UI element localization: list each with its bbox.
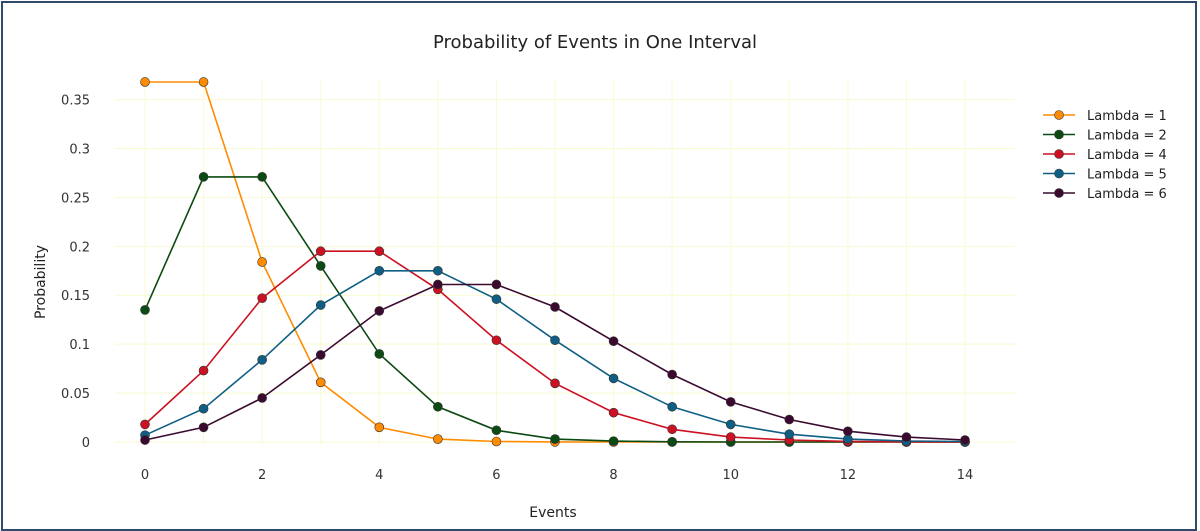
- data-point[interactable]: [492, 336, 501, 345]
- legend-label: Lambda = 5: [1087, 168, 1167, 183]
- x-tick-label: 12: [840, 468, 857, 483]
- legend-label: Lambda = 1: [1087, 109, 1167, 124]
- data-point[interactable]: [433, 402, 442, 411]
- data-point[interactable]: [375, 349, 384, 358]
- legend-item[interactable]: Lambda = 4: [1043, 148, 1167, 163]
- x-tick-label: 2: [258, 468, 266, 483]
- data-point[interactable]: [551, 336, 560, 345]
- y-tick-label: 0.15: [61, 289, 90, 304]
- legend-item[interactable]: Lambda = 1: [1043, 109, 1167, 124]
- grid: [115, 80, 1015, 445]
- legend-label: Lambda = 4: [1087, 148, 1167, 163]
- data-point[interactable]: [316, 261, 325, 270]
- data-point[interactable]: [668, 402, 677, 411]
- data-point[interactable]: [199, 404, 208, 413]
- data-point[interactable]: [902, 433, 911, 442]
- y-tick-label: 0: [82, 436, 90, 451]
- data-point[interactable]: [726, 433, 735, 442]
- data-point[interactable]: [258, 172, 267, 181]
- data-point[interactable]: [258, 257, 267, 266]
- y-tick-label: 0.2: [69, 240, 90, 255]
- y-tick-label: 0.3: [69, 142, 90, 157]
- data-point[interactable]: [668, 370, 677, 379]
- data-point[interactable]: [726, 397, 735, 406]
- legend-swatch-marker: [1055, 169, 1064, 178]
- x-tick-label: 4: [375, 468, 383, 483]
- y-tick-label: 0.25: [61, 191, 90, 206]
- y-tick-label: 0.1: [69, 338, 90, 353]
- legend-item[interactable]: Lambda = 5: [1043, 168, 1167, 183]
- data-point[interactable]: [785, 415, 794, 424]
- data-point[interactable]: [668, 437, 677, 446]
- legend-swatch-marker: [1055, 189, 1064, 198]
- data-point[interactable]: [492, 426, 501, 435]
- data-point[interactable]: [843, 427, 852, 436]
- legend-label: Lambda = 6: [1087, 187, 1167, 202]
- x-axis-title: Events: [529, 505, 576, 521]
- data-point[interactable]: [258, 355, 267, 364]
- data-point[interactable]: [316, 247, 325, 256]
- data-point[interactable]: [141, 436, 150, 445]
- data-point[interactable]: [609, 437, 618, 446]
- data-point[interactable]: [609, 374, 618, 383]
- x-tick-label: 8: [609, 468, 617, 483]
- data-point[interactable]: [609, 337, 618, 346]
- data-point[interactable]: [199, 423, 208, 432]
- y-tick-label: 0.35: [61, 94, 90, 109]
- data-point[interactable]: [726, 420, 735, 429]
- data-point[interactable]: [961, 436, 970, 445]
- data-point[interactable]: [551, 435, 560, 444]
- data-point[interactable]: [258, 393, 267, 402]
- legend-swatch-marker: [1055, 111, 1064, 120]
- data-point[interactable]: [433, 266, 442, 275]
- data-point[interactable]: [316, 378, 325, 387]
- x-tick-label: 6: [492, 468, 500, 483]
- data-point[interactable]: [375, 306, 384, 315]
- y-axis-title: Probability: [33, 245, 49, 319]
- data-point[interactable]: [433, 280, 442, 289]
- data-point[interactable]: [141, 77, 150, 86]
- data-point[interactable]: [785, 430, 794, 439]
- legend-label: Lambda = 2: [1087, 129, 1167, 144]
- data-point[interactable]: [609, 408, 618, 417]
- data-point[interactable]: [258, 294, 267, 303]
- data-point[interactable]: [141, 305, 150, 314]
- data-point[interactable]: [551, 302, 560, 311]
- data-point[interactable]: [492, 437, 501, 446]
- x-tick-label: 14: [957, 468, 974, 483]
- data-point[interactable]: [199, 366, 208, 375]
- data-point[interactable]: [316, 350, 325, 359]
- data-point[interactable]: [141, 420, 150, 429]
- data-point[interactable]: [375, 266, 384, 275]
- legend-swatch-marker: [1055, 150, 1064, 159]
- x-tick-label: 0: [141, 468, 149, 483]
- data-point[interactable]: [199, 172, 208, 181]
- data-point[interactable]: [375, 247, 384, 256]
- data-point[interactable]: [492, 280, 501, 289]
- data-point[interactable]: [668, 425, 677, 434]
- data-point[interactable]: [199, 77, 208, 86]
- chart-title: Probability of Events in One Interval: [433, 32, 757, 53]
- legend-item[interactable]: Lambda = 2: [1043, 129, 1167, 144]
- data-point[interactable]: [316, 301, 325, 310]
- tick-labels: 0 0.05 0.1 0.15 0.2 0.25 0.3 0.35 0 2 4 6 8 10 12 14: [61, 94, 973, 483]
- data-point[interactable]: [551, 379, 560, 388]
- x-tick-label: 10: [722, 468, 739, 483]
- legend-swatch-marker: [1055, 130, 1064, 139]
- data-point[interactable]: [492, 295, 501, 304]
- legend-item[interactable]: Lambda = 6: [1043, 187, 1167, 202]
- legend[interactable]: Lambda = 1 Lambda = 2 Lambda = 4 Lambda = 5…: [1043, 109, 1167, 202]
- data-point[interactable]: [433, 435, 442, 444]
- data-point[interactable]: [375, 423, 384, 432]
- y-tick-label: 0.05: [61, 387, 90, 402]
